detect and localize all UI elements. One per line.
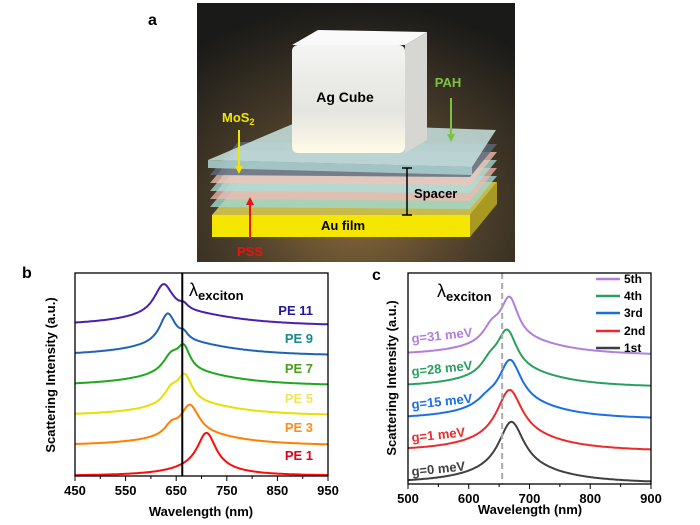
pah-layer-front bbox=[208, 160, 472, 175]
pah-arrow-head-icon bbox=[447, 134, 455, 142]
coupling-label: g=31 meV bbox=[411, 325, 474, 346]
cube-side bbox=[405, 32, 427, 153]
panel-a: a Ag Cube PAH MoS2 Spacer Au film bbox=[148, 3, 515, 262]
series-line-pe-3 bbox=[75, 403, 328, 446]
series-line-pe-7 bbox=[74, 342, 329, 386]
panel-label-a: a bbox=[148, 12, 157, 29]
mos2-arrow-head-icon bbox=[235, 166, 243, 174]
legend-label: 2nd bbox=[624, 324, 645, 338]
panel-label-b: b bbox=[22, 265, 32, 282]
x-tick-label: 450 bbox=[64, 483, 86, 498]
series-label: PE 7 bbox=[285, 361, 313, 376]
exciton-label: λexciton bbox=[437, 281, 492, 304]
series-line-pe-1 bbox=[75, 431, 328, 477]
ag-cube bbox=[292, 45, 405, 153]
pss-arrow-head-icon bbox=[246, 197, 254, 205]
au-film-label: Au film bbox=[321, 218, 365, 233]
cube-top bbox=[292, 30, 427, 45]
x-tick-label: 900 bbox=[640, 491, 662, 506]
y-axis-label: Scattering Intensity (a.u.) bbox=[43, 297, 58, 452]
series-line-pe-11 bbox=[75, 283, 328, 326]
series-label: PE 9 bbox=[285, 331, 313, 346]
pss-label: PSS bbox=[237, 244, 263, 259]
au-film-side bbox=[470, 182, 497, 237]
x-tick-label: 700 bbox=[519, 491, 541, 506]
x-tick-label: 850 bbox=[267, 483, 289, 498]
x-tick-label: 750 bbox=[216, 483, 238, 498]
au-film bbox=[212, 215, 470, 237]
series-line-2nd bbox=[407, 388, 651, 451]
x-axis-label: Wavelength (nm) bbox=[149, 504, 253, 519]
mos2-label: MoS2 bbox=[222, 110, 254, 127]
coupling-label: g=1 meV bbox=[411, 424, 466, 445]
plot-frame bbox=[407, 272, 652, 485]
series-line-1st bbox=[407, 420, 652, 483]
panel-label-c: c bbox=[372, 267, 381, 284]
legend-item: 2nd bbox=[596, 324, 645, 338]
x-axis-label: Wavelength (nm) bbox=[478, 502, 582, 517]
legend-label: 3rd bbox=[624, 306, 643, 320]
legend-item: 5th bbox=[596, 272, 642, 286]
legend-item: 1st bbox=[596, 341, 641, 355]
series-label: PE 3 bbox=[285, 420, 313, 435]
coupling-label: g=15 meV bbox=[411, 391, 474, 412]
panel-b: b Scattering Intensity (a.u.) Wavelength… bbox=[22, 265, 339, 519]
coupling-label: g=28 meV bbox=[411, 358, 474, 379]
spacer-label: Spacer bbox=[414, 186, 457, 201]
series-line-5th bbox=[407, 295, 652, 355]
legend-item: 3rd bbox=[596, 306, 643, 320]
legend-label: 1st bbox=[624, 341, 641, 355]
series-line-3rd bbox=[408, 358, 651, 419]
series-label: PE 1 bbox=[285, 448, 313, 463]
x-tick-label: 800 bbox=[579, 491, 601, 506]
coupling-label: g=0 meV bbox=[411, 458, 466, 479]
x-tick-label: 650 bbox=[165, 483, 187, 498]
x-tick-label: 500 bbox=[397, 491, 419, 506]
series-line-pe-5 bbox=[74, 372, 328, 416]
legend-label: 4th bbox=[624, 289, 642, 303]
series-line-4th bbox=[407, 328, 652, 387]
pah-label: PAH bbox=[435, 75, 461, 90]
legend-label: 5th bbox=[624, 272, 642, 286]
y-axis-label: Scattering Intensity (a.u.) bbox=[384, 300, 399, 455]
exciton-label: λexciton bbox=[189, 280, 244, 303]
series-line-pe-9 bbox=[74, 312, 328, 356]
legend-item: 4th bbox=[596, 289, 642, 303]
x-tick-label: 550 bbox=[115, 483, 137, 498]
x-tick-label: 600 bbox=[458, 491, 480, 506]
panel-c: c Scattering Intensity (a.u.) Wavelength… bbox=[372, 267, 662, 517]
series-label: PE 5 bbox=[285, 391, 313, 406]
x-tick-label: 950 bbox=[317, 483, 339, 498]
series-label: PE 11 bbox=[278, 303, 313, 318]
ag-cube-label: Ag Cube bbox=[316, 89, 374, 105]
